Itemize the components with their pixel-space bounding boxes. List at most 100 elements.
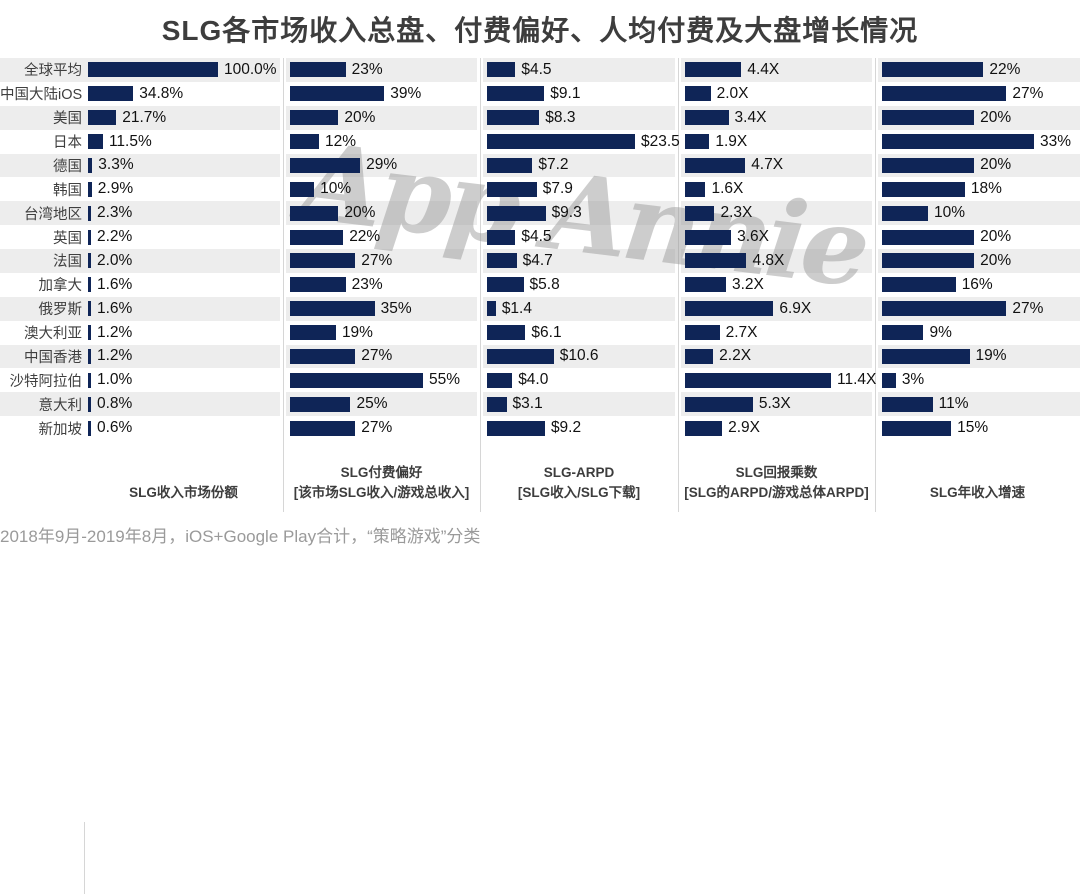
panel-segment: 23%: [286, 273, 477, 297]
bar: [685, 396, 753, 412]
bar: [487, 325, 526, 341]
bar-value: 15%: [957, 419, 989, 437]
panel-segment: 加拿大 1.6%: [0, 273, 280, 297]
panel-segment: $8.3: [483, 105, 675, 130]
bar-value: 20%: [344, 108, 376, 126]
bar: [882, 396, 933, 412]
bar: [882, 348, 970, 364]
bar: [290, 301, 375, 317]
bar: [685, 181, 706, 197]
market-row: 澳大利亚 1.2% 19% $6.1 2.7X 9%: [0, 321, 1080, 345]
bar: [882, 229, 975, 245]
bar-value: 10%: [320, 180, 352, 198]
bar-value: 25%: [356, 395, 388, 413]
panel-title: SLG收入市场份额: [129, 484, 238, 500]
bar-value: $4.7: [522, 251, 553, 269]
market-label: 美国: [53, 111, 82, 128]
bar: [487, 348, 554, 364]
bar: [487, 229, 516, 245]
market-label: 俄罗斯: [38, 302, 83, 319]
bar: [685, 134, 710, 150]
market-row: 新加坡 0.6% 27% $9.2 2.9X 15%: [0, 416, 1080, 440]
bar-value: 1.6X: [711, 180, 744, 198]
bar: [882, 86, 1007, 102]
panel-segment: $9.2: [483, 416, 675, 440]
panel-segment: 27%: [286, 344, 477, 369]
bar: [487, 420, 545, 436]
bar: [882, 157, 975, 173]
footer-divider: [84, 822, 85, 894]
bar: [290, 110, 339, 126]
panel-segment: 15%: [878, 416, 1080, 440]
panel-segment: 20%: [286, 201, 477, 226]
bar: [88, 157, 93, 173]
panel-segment: 39%: [286, 82, 477, 106]
bar: [290, 205, 339, 221]
panel-title: SLG回报乘数: [735, 464, 818, 480]
bar-value: 4.7X: [751, 156, 784, 174]
bar: [290, 181, 315, 197]
bar: [290, 229, 344, 245]
panel-segment: $4.0: [483, 368, 675, 392]
bar-value: $8.3: [545, 108, 576, 126]
bar-value: 20%: [980, 251, 1012, 269]
bar: [882, 205, 929, 221]
bar: [882, 372, 896, 388]
panel-segment: 19%: [878, 344, 1080, 369]
panel-footer-cell: SLG收入市场份额: [84, 440, 283, 512]
bar-value: $9.3: [551, 204, 582, 222]
market-row: 沙特阿拉伯 1.0% 55% $4.0 11.4X 3%: [0, 368, 1080, 392]
panel-segment: $3.1: [483, 392, 675, 417]
bar: [290, 348, 356, 364]
panel-segment: 10%: [286, 177, 477, 201]
panel-formula: [该市场SLG收入/游戏总收入]: [293, 484, 470, 500]
bar-value: 27%: [361, 251, 393, 269]
panel-segment: 2.2X: [681, 344, 872, 369]
panel-segment: 22%: [286, 225, 477, 249]
panel-footer-cell: SLG回报乘数 [SLG的ARPD/游戏总体ARPD]: [678, 440, 875, 512]
bar: [685, 348, 714, 364]
bar-value: 20%: [344, 204, 376, 222]
bar: [290, 62, 346, 78]
market-row: 美国 21.7% 20% $8.3 3.4X 20%: [0, 105, 1080, 130]
infographic-page: SLG各市场收入总盘、付费偏好、人均付费及大盘增长情况 App Annie 全球…: [0, 15, 1080, 894]
panel-segment: 5.3X: [681, 392, 872, 417]
panel-formula: [SLG的ARPD/游戏总体ARPD]: [684, 484, 869, 500]
bar: [685, 325, 720, 341]
bar-value: 1.6%: [97, 275, 133, 293]
market-label: 英国: [53, 230, 82, 247]
panel-segment: 20%: [878, 249, 1080, 273]
panel-segment: $1.4: [483, 296, 675, 321]
panel-segment: 新加坡 0.6%: [0, 416, 280, 440]
panel-segment: $7.2: [483, 153, 675, 178]
bar: [487, 205, 546, 221]
bar-value: 1.2%: [97, 347, 133, 365]
bar: [685, 301, 774, 317]
bar-value: 2.9X: [728, 419, 761, 437]
bar-value: $4.5: [521, 60, 552, 78]
bar: [882, 325, 924, 341]
panel-segment: 23%: [286, 58, 477, 82]
bar-value: 23%: [351, 60, 383, 78]
panel-segment: 澳大利亚 1.2%: [0, 321, 280, 345]
panel-segment: 1.6X: [681, 177, 872, 201]
bar: [290, 86, 385, 102]
panel-segment: 2.9X: [681, 416, 872, 440]
panel-footer-cell: SLG-ARPD [SLG收入/SLG下载]: [480, 440, 678, 512]
bar-value: 11.4X: [837, 371, 877, 389]
bar-value: 20%: [980, 228, 1012, 246]
panel-segment: 台湾地区 2.3%: [0, 201, 280, 226]
bar: [487, 181, 537, 197]
bar: [88, 325, 91, 341]
bar: [88, 396, 91, 412]
bar-value: 35%: [380, 299, 412, 317]
bar: [88, 277, 91, 293]
bar: [487, 62, 516, 78]
panel-segment: 中国大陆iOS 34.8%: [0, 82, 280, 106]
panel-segment: 27%: [286, 416, 477, 440]
bar-value: 33%: [1040, 132, 1072, 150]
panel-segment: 11%: [878, 392, 1080, 417]
bar-value: 2.7X: [725, 323, 758, 341]
panel-segment: 27%: [878, 296, 1080, 321]
bar: [290, 420, 356, 436]
